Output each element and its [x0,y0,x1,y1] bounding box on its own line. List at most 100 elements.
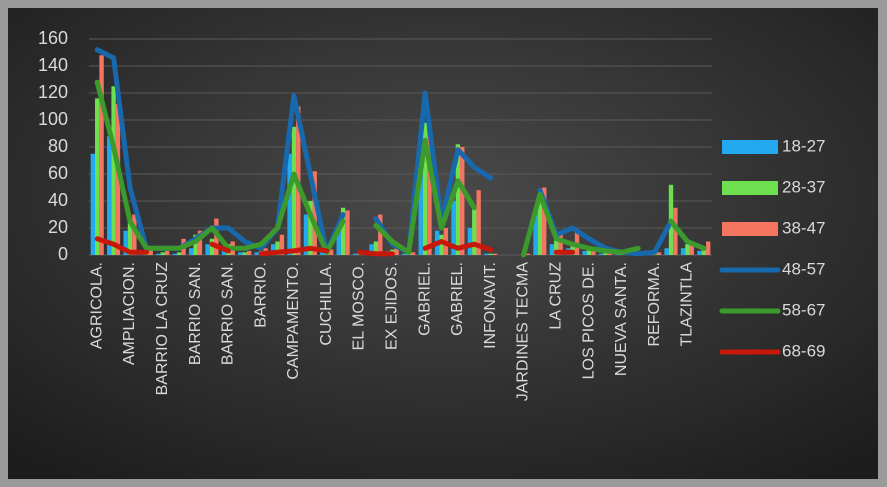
bar [193,234,198,255]
legend-label: 28-37 [782,177,825,196]
legend-label: 38-47 [782,218,825,237]
bar [451,201,456,255]
bar [340,207,346,255]
legend-swatch [722,222,778,236]
bar [328,249,334,255]
bar [160,252,165,255]
bar [205,244,210,255]
y-tick-label: 100 [38,109,68,129]
bar [591,248,596,255]
bar [418,167,423,255]
bar [373,241,379,255]
bar [394,248,399,255]
bar [156,253,161,255]
bar [345,210,350,255]
bar [603,252,608,255]
bar [484,253,489,255]
bar [673,207,678,255]
bar [460,147,465,255]
bar [554,238,559,255]
bar [537,194,543,255]
bar [586,248,592,255]
bar [107,136,112,255]
y-tick-label: 0 [58,244,68,264]
bar [701,248,706,255]
bar [287,153,292,255]
legend-swatch [722,181,778,195]
x-tick-label: BARRIO SAN. [220,262,237,365]
x-tick-label: LOS PICOS DE. [580,262,597,379]
bar [123,230,128,255]
bar [246,250,252,255]
bar [164,250,170,255]
x-tick-label: INFONAVIT. [482,262,499,349]
bar [176,252,182,255]
bar [291,126,297,255]
bar [472,207,477,255]
x-tick-label: GABRIEL. [449,262,466,336]
x-tick-label: CAMPAMENTO. [285,262,302,380]
y-tick-label: 20 [48,217,68,237]
line [94,79,707,258]
bar [656,252,662,255]
legend-label: 68-69 [782,341,825,360]
x-tick-label: NUEVA SANTA. [613,262,630,376]
bar [352,253,358,255]
y-tick-label: 80 [48,136,68,156]
bar [455,144,461,255]
legend-label: 48-57 [782,259,825,278]
y-tick-label: 60 [48,163,68,183]
bar [111,86,116,255]
bar [378,214,383,255]
bar [542,187,547,255]
bar [197,230,203,255]
bar [697,250,702,255]
bar [90,153,96,255]
y-tick-label: 160 [38,28,68,48]
bar [99,55,104,256]
bar [148,249,153,255]
bar [680,248,686,255]
x-tick-label: CUCHILLA. [318,262,335,346]
x-tick-label: GABRIEL. [416,262,433,336]
bar [172,253,177,255]
y-tick-label: 40 [48,190,68,210]
bar [410,252,416,255]
bar [402,253,407,255]
x-tick-label: AGRICOLA. [88,262,105,349]
bar [598,253,604,255]
bar [279,234,285,255]
bar [132,214,137,255]
bar [189,248,194,255]
bar [525,253,531,255]
bar [127,221,133,255]
bar [685,244,690,255]
x-tick-label: EX EJIDOS. [384,262,401,350]
bar [254,252,259,255]
y-tick-label: 120 [38,82,68,102]
bar [549,244,555,255]
bar [492,253,498,255]
y-tick-label: 140 [38,55,68,75]
bar [689,241,694,255]
x-tick-label: AMPLIACION. [121,262,138,365]
bar [115,103,121,255]
bar [422,122,428,255]
bar [664,248,669,255]
x-tick-label: BARRIO LA CRUZ [154,262,171,396]
bar [369,244,374,255]
bar [275,241,280,255]
bar [95,98,100,256]
bar [308,201,313,255]
x-tick-label: JARDINES TECMA [515,262,532,402]
x-tick-label: BARRIO. [252,262,269,328]
bar [303,214,309,255]
legend-label: 58-67 [782,300,825,319]
bar [570,244,575,255]
legend-swatch [722,140,778,154]
bar [209,238,215,255]
bar [533,214,538,255]
bar [312,171,317,255]
